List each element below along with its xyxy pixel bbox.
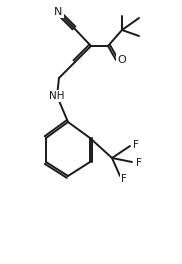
Text: F: F — [136, 158, 142, 168]
Text: F: F — [121, 174, 127, 184]
Text: N: N — [54, 7, 62, 17]
Text: F: F — [133, 140, 139, 150]
Text: NH: NH — [49, 91, 65, 101]
Text: O: O — [118, 55, 126, 65]
